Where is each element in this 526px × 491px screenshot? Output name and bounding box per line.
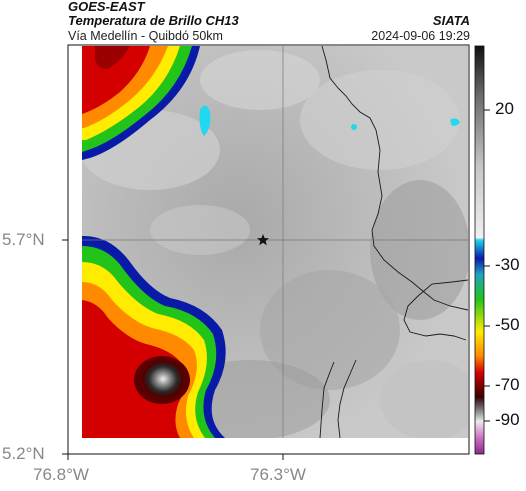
lat-label: 5.2°N (2, 444, 45, 463)
organization-label: SIATA (432, 13, 470, 28)
product-title: Temperatura de Brillo CH13 (68, 13, 239, 28)
colorbar-label: -70 (495, 375, 520, 394)
route-subtitle: Vía Medellín - Quibdó 50km (68, 29, 223, 43)
satellite-title: GOES-EAST (68, 0, 145, 14)
lat-label: 5.7°N (2, 230, 45, 249)
lon-label: 76.3°W (250, 465, 306, 484)
colorbar-label: 20 (495, 99, 514, 118)
lon-label: 76.8°W (33, 465, 89, 484)
colorbar-label: -90 (495, 410, 520, 429)
colorbar-ticks (484, 109, 490, 422)
satellite-image (82, 46, 468, 438)
colorbar-label: -30 (495, 255, 520, 274)
colorbar (474, 45, 485, 455)
border-lines (319, 46, 468, 438)
colorbar-label: -50 (495, 315, 520, 334)
timestamp-label: 2024-09-06 19:29 (371, 29, 470, 43)
star-icon (257, 234, 269, 246)
